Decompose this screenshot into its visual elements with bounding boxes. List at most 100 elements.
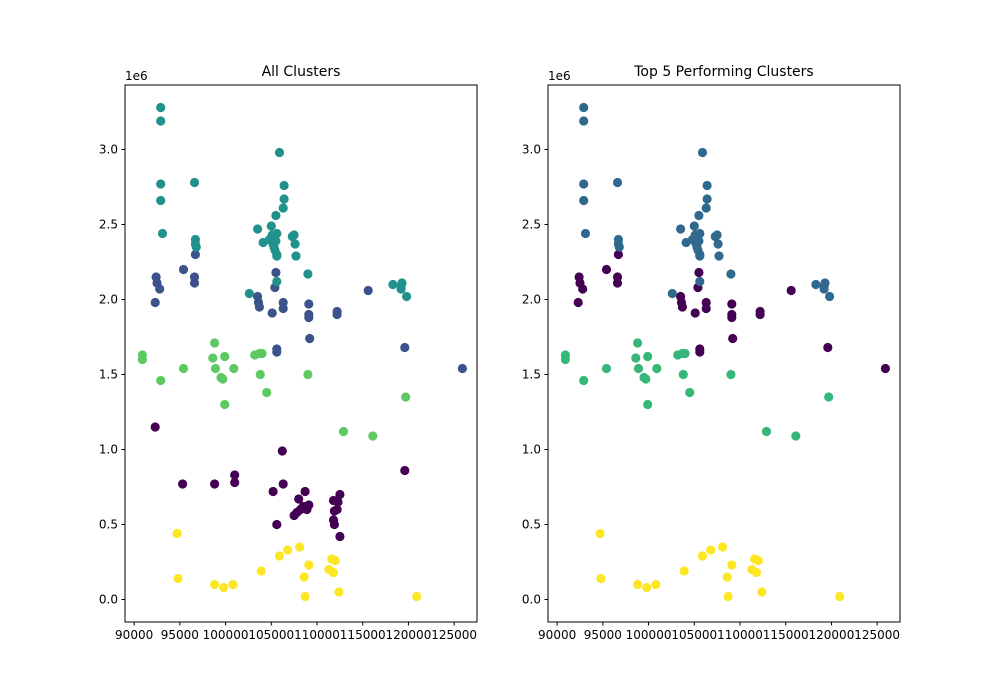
scatter-point-cluster-0 xyxy=(694,267,704,278)
scatter-point-cluster-1 xyxy=(304,299,314,309)
scatter-point-cluster-0 xyxy=(329,519,339,530)
scatter-point-cluster-2 xyxy=(678,369,688,380)
scatter-point-cluster-4 xyxy=(219,582,229,593)
scatter-point-cluster-3 xyxy=(208,353,218,363)
scatter-point-cluster-3 xyxy=(751,567,762,578)
y-tick-label: 2.5 xyxy=(99,218,118,232)
scatter-point-cluster-2 xyxy=(791,431,801,441)
scatter-point-cluster-1 xyxy=(726,269,736,279)
scatter-point-cluster-1 xyxy=(579,102,589,113)
scatter-point-cluster-4 xyxy=(304,560,314,570)
scatter-point-cluster-2 xyxy=(303,269,313,279)
scatter-point-cluster-1 xyxy=(695,228,705,239)
scatter-point-cluster-1 xyxy=(612,177,623,188)
scatter-point-cluster-3 xyxy=(220,399,230,410)
scatter-point-cluster-1 xyxy=(305,333,315,344)
x-tick-label: 115000 xyxy=(340,628,386,642)
scatter-point-cluster-3 xyxy=(229,363,239,374)
scatter-point-cluster-3 xyxy=(651,579,661,590)
scatter-point-cluster-1 xyxy=(714,251,724,261)
scatter-point-cluster-3 xyxy=(727,560,737,570)
scatter-point-cluster-1 xyxy=(694,236,704,246)
scatter-point-cluster-1 xyxy=(695,276,705,287)
scatter-point-cluster-4 xyxy=(210,579,220,590)
x-tick-label: 90000 xyxy=(538,628,576,642)
y-axis-ticks: 0.0 0.5 1.0 1.5 2.0 2.5 3.0 xyxy=(522,143,548,607)
scatter-point-cluster-0 xyxy=(612,278,623,288)
x-tick-label: 90000 xyxy=(115,628,153,642)
y-tick-label: 1.0 xyxy=(522,443,541,457)
scatter-point-cluster-0 xyxy=(304,500,314,510)
scatter-point-cluster-2 xyxy=(579,375,589,386)
scatter-point-cluster-1 xyxy=(272,347,282,357)
scatter-point-cluster-2 xyxy=(156,179,166,189)
scatter-point-cluster-0 xyxy=(880,363,891,374)
scatter-point-cluster-3 xyxy=(178,363,189,374)
scatter-point-cluster-1 xyxy=(702,180,712,191)
scatter-point-cluster-2 xyxy=(291,251,301,261)
scatter-point-cluster-2 xyxy=(272,251,282,261)
scatter-point-cluster-1 xyxy=(811,279,821,290)
scatter-point-cluster-2 xyxy=(402,291,412,302)
x-tick-label: 125000 xyxy=(431,628,477,642)
scatter-point-cluster-1 xyxy=(155,284,165,294)
scatter-point-cluster-0 xyxy=(786,285,796,296)
scatter-point-cluster-0 xyxy=(613,249,624,260)
scatter-point-cluster-0 xyxy=(268,486,278,497)
scatter-point-cluster-2 xyxy=(388,279,398,290)
scatter-point-cluster-3 xyxy=(220,351,230,362)
scatter-point-cluster-1 xyxy=(701,203,711,213)
scatter-point-cluster-2 xyxy=(824,392,834,402)
scatter-point-cluster-3 xyxy=(156,375,166,386)
scatter-point-cluster-1 xyxy=(689,221,699,231)
y-tick-label: 2.0 xyxy=(522,293,541,307)
scatter-point-cluster-2 xyxy=(641,374,651,384)
scatter-point-cluster-2 xyxy=(279,180,289,191)
x-tick-label: 115000 xyxy=(763,628,809,642)
scatter-point-cluster-2 xyxy=(272,228,282,239)
scatter-point-cluster-0 xyxy=(701,303,711,314)
scatter-point-cluster-2 xyxy=(631,353,641,363)
scatter-point-cluster-3 xyxy=(642,582,652,593)
x-tick-label: 95000 xyxy=(161,628,199,642)
y-offset-label: 1e6 xyxy=(548,69,571,83)
scatter-point-cluster-3 xyxy=(368,431,378,441)
scatter-point-cluster-4 xyxy=(295,542,305,552)
scatter-points xyxy=(560,102,891,602)
scatter-points xyxy=(137,102,467,602)
scatter-point-cluster-0 xyxy=(335,531,345,542)
scatter-point-cluster-2 xyxy=(726,369,736,380)
scatter-point-cluster-2 xyxy=(685,387,695,398)
x-tick-label: 105000 xyxy=(671,628,717,642)
scatter-point-cluster-3 xyxy=(633,579,643,590)
scatter-point-cluster-3 xyxy=(338,426,349,437)
x-tick-label: 95000 xyxy=(584,628,622,642)
scatter-point-cluster-2 xyxy=(290,239,300,249)
scatter-point-cluster-0 xyxy=(335,489,345,500)
scatter-point-cluster-2 xyxy=(253,224,263,234)
x-axis-ticks: 90000 95000 100000 105000 110000 115000 120000… xyxy=(538,622,900,642)
scatter-point-cluster-2 xyxy=(761,426,772,437)
scatter-point-cluster-3 xyxy=(255,369,265,380)
scatter-point-cluster-0 xyxy=(150,422,160,432)
scatter-point-cluster-3 xyxy=(697,551,708,561)
scatter-point-cluster-1 xyxy=(267,308,277,318)
scatter-point-cluster-3 xyxy=(262,387,272,398)
scatter-point-cluster-1 xyxy=(676,224,686,234)
scatter-point-cluster-2 xyxy=(643,399,653,410)
scatter-point-cluster-0 xyxy=(578,284,588,294)
scatter-point-cluster-1 xyxy=(614,242,624,252)
scatter-point-cluster-0 xyxy=(728,333,738,344)
scatter-point-cluster-1 xyxy=(190,249,200,260)
scatter-point-cluster-3 xyxy=(596,573,606,584)
scatter-point-cluster-4 xyxy=(228,579,238,590)
scatter-point-cluster-1 xyxy=(332,309,342,320)
scatter-point-cluster-1 xyxy=(400,342,410,353)
y-tick-label: 1.5 xyxy=(99,368,118,382)
y-offset-label: 1e6 xyxy=(125,69,148,83)
scatter-point-cluster-2 xyxy=(189,177,200,188)
scatter-point-cluster-2 xyxy=(652,363,662,374)
scatter-point-cluster-1 xyxy=(363,285,373,296)
scatter-point-cluster-0 xyxy=(178,479,188,489)
scatter-point-cluster-0 xyxy=(755,309,765,320)
